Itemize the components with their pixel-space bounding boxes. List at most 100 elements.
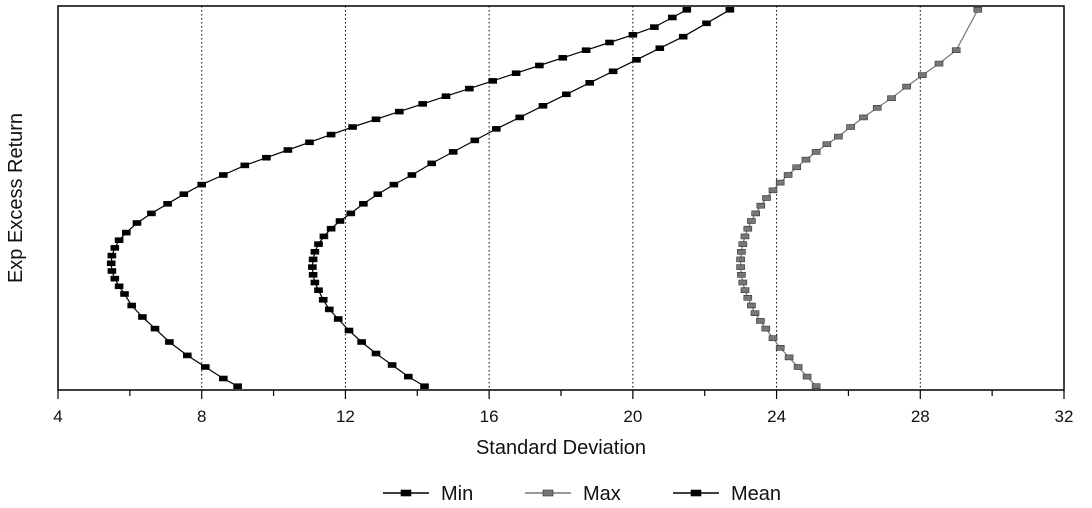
data-point-min <box>147 210 156 217</box>
data-point-mean <box>427 160 437 167</box>
data-point-max <box>737 249 746 255</box>
x-tick-label-28: 28 <box>911 407 930 426</box>
data-point-mean <box>371 350 381 357</box>
data-point-min <box>114 237 124 243</box>
data-point-mean <box>585 80 595 86</box>
data-point-min <box>488 78 498 84</box>
data-point-mean <box>491 126 501 132</box>
data-point-min <box>558 54 568 61</box>
data-point-min <box>120 291 129 297</box>
data-point-mean <box>655 45 665 52</box>
data-point-mean <box>318 296 328 303</box>
x-tick-label-4: 4 <box>53 407 62 426</box>
x-tick-label-12: 12 <box>336 407 355 426</box>
data-point-max <box>768 335 778 342</box>
data-point-min <box>628 31 638 38</box>
data-point-max <box>793 364 803 370</box>
data-point-max <box>775 179 785 186</box>
legend-marker-mean <box>690 489 702 497</box>
data-point-max <box>747 218 756 224</box>
data-point-max <box>737 271 746 278</box>
data-point-max <box>783 172 793 178</box>
data-point-max <box>768 187 778 194</box>
data-point-min <box>179 191 189 197</box>
data-point-mean <box>632 56 641 63</box>
series-max <box>736 7 983 390</box>
y-axis-title: Exp Excess Return <box>5 113 27 283</box>
data-point-min <box>581 47 591 54</box>
data-point-min <box>183 352 192 359</box>
data-point-mean <box>448 149 458 155</box>
data-point-mean <box>314 287 323 294</box>
data-point-max <box>775 344 785 351</box>
data-point-min <box>418 101 428 107</box>
legend-item-mean: Mean <box>673 483 781 505</box>
data-point-mean <box>314 241 323 247</box>
data-point-max <box>738 279 748 286</box>
data-point-mean <box>678 33 688 40</box>
data-point-max <box>902 83 911 90</box>
data-point-max <box>918 72 927 78</box>
legend: Min Max Mean <box>383 483 781 505</box>
plot-frame <box>57 5 1065 391</box>
data-point-min <box>219 375 228 382</box>
data-point-max <box>859 114 868 121</box>
data-point-max <box>761 325 771 332</box>
data-point-mean <box>420 383 429 390</box>
data-point-mean <box>403 373 413 380</box>
legend-label-min: Min <box>441 483 473 505</box>
data-point-max <box>762 195 771 201</box>
data-point-min <box>201 364 210 370</box>
series-min <box>106 7 692 390</box>
data-point-min <box>106 260 116 267</box>
data-point-min <box>305 139 314 146</box>
data-point-max <box>834 133 843 140</box>
legend-marker-min <box>400 489 412 497</box>
x-axis-ticks <box>57 390 1065 399</box>
data-point-max <box>811 149 821 155</box>
data-point-mean <box>346 210 356 217</box>
data-point-min <box>650 24 659 30</box>
data-point-min <box>240 162 250 169</box>
x-tick-label-16: 16 <box>480 407 499 426</box>
data-point-max <box>846 124 855 130</box>
legend-item-min: Min <box>383 483 473 505</box>
data-point-mean <box>324 306 334 313</box>
data-point-mean <box>308 256 318 263</box>
data-point-max <box>801 156 811 163</box>
data-point-mean <box>326 225 336 232</box>
data-point-max <box>872 105 882 111</box>
data-point-max <box>934 60 944 67</box>
data-point-max <box>887 95 896 101</box>
data-point-max <box>802 373 812 380</box>
data-point-mean <box>308 271 318 278</box>
data-point-max <box>751 210 761 217</box>
data-point-min <box>394 108 404 115</box>
data-point-min <box>138 314 147 320</box>
data-point-min <box>605 39 614 46</box>
data-point-mean <box>389 181 399 188</box>
series-line-min <box>110 9 688 387</box>
data-point-min <box>262 154 271 161</box>
data-point-min <box>132 220 142 226</box>
data-point-mean <box>373 191 383 197</box>
data-point-min <box>122 229 131 236</box>
data-point-mean <box>357 339 366 345</box>
data-point-max <box>784 354 794 361</box>
data-point-min <box>163 201 172 207</box>
x-tick-label-20: 20 <box>623 407 642 426</box>
data-point-max <box>756 202 766 209</box>
data-point-min <box>535 62 544 69</box>
data-point-mean <box>387 362 397 368</box>
data-point-max <box>740 287 750 294</box>
series-line-mean <box>311 9 731 387</box>
data-point-min <box>441 93 451 99</box>
data-point-mean <box>308 264 317 270</box>
data-point-mean <box>319 233 329 240</box>
data-point-mean <box>333 316 343 322</box>
data-point-max <box>951 47 961 54</box>
legend-label-mean: Mean <box>731 483 781 505</box>
data-point-mean <box>344 327 354 334</box>
data-point-mean <box>310 249 320 255</box>
